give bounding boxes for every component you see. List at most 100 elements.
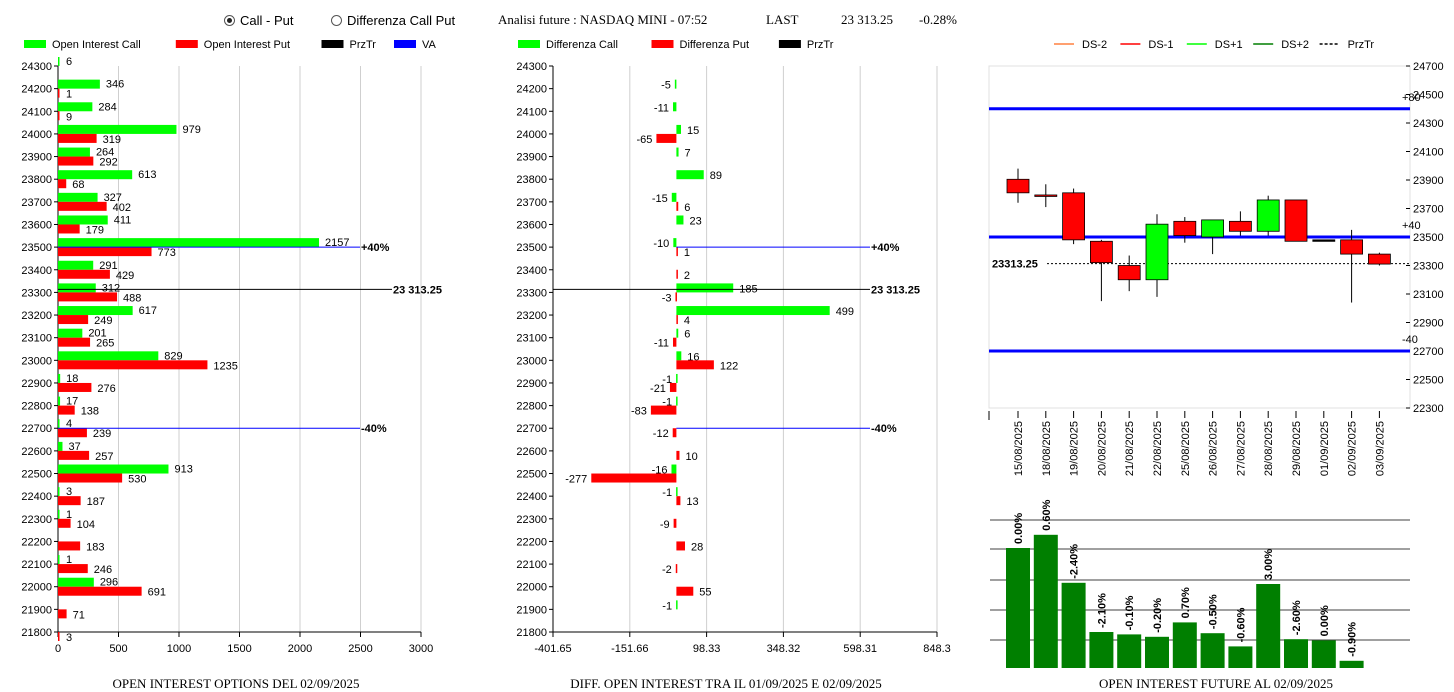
candle-level-label: +80 <box>1402 92 1421 104</box>
diff-call-bar <box>671 192 677 202</box>
oi-put-bar <box>58 224 80 234</box>
oi-call-label: 296 <box>100 577 118 589</box>
future-bar-label: -0.90% <box>1347 622 1359 657</box>
candle-level-label: -40 <box>1402 334 1418 346</box>
oi-tick-label: 2500 <box>348 643 372 655</box>
diff-call-bar <box>676 306 830 316</box>
future-bar <box>1228 646 1253 668</box>
candle-date-label: 02/09/2025 <box>1347 421 1359 476</box>
diff-va-label: -40% <box>871 423 897 435</box>
diff-put-bar <box>675 564 678 574</box>
diff-tick-label: 598.31 <box>843 643 877 655</box>
oi-call-label: 617 <box>139 305 157 317</box>
future-bar <box>1089 632 1114 668</box>
oi-put-bar <box>58 156 94 166</box>
diff-put-label: 1 <box>684 247 690 259</box>
diff-strike-label: 23500 <box>516 242 547 254</box>
diff-call-label: -5 <box>661 80 671 92</box>
diff-call-bar <box>673 238 677 248</box>
radio-differenza[interactable]: Differenza Call Put <box>331 13 455 28</box>
candle-body <box>1117 265 1141 281</box>
diff-strike-label: 22100 <box>516 559 547 571</box>
oi-strike-label: 23900 <box>21 152 52 164</box>
future-caption: OPEN INTEREST FUTURE AL 02/09/2025 <box>1099 676 1333 691</box>
candle-body <box>1145 223 1169 281</box>
diff-put-bar <box>676 269 678 279</box>
diff-call-bar <box>676 328 679 338</box>
diff-call-label: -11 <box>654 102 669 114</box>
diff-call-bar <box>676 170 704 180</box>
oi-strike-label: 22300 <box>21 514 52 526</box>
diff-strike-label: 22500 <box>516 469 547 481</box>
oi-call-label: 201 <box>88 328 106 340</box>
oi-call-bar <box>58 170 133 180</box>
candle-date-label: 19/08/2025 <box>1069 421 1081 476</box>
oi-call-label: 1 <box>66 554 72 566</box>
oi-strike-label: 22600 <box>21 446 52 458</box>
oi-put-bar <box>58 337 91 347</box>
diff-call-label: -1 <box>662 397 672 409</box>
diff-put-label: 122 <box>720 360 738 372</box>
oi-put-bar <box>58 201 107 211</box>
oi-call-label: 284 <box>98 101 116 113</box>
oi-call-bar <box>58 373 61 383</box>
oi-strike-label: 21900 <box>21 604 52 616</box>
oi-put-bar <box>58 88 60 98</box>
future-bar-label: -0.50% <box>1208 594 1220 629</box>
oi-put-label: 1 <box>66 89 72 101</box>
oi-strike-label: 22100 <box>21 559 52 571</box>
oi-call-bar <box>58 124 177 134</box>
candle-date-label: 18/08/2025 <box>1041 421 1053 476</box>
candle-body <box>1368 253 1391 265</box>
oi-put-label: 104 <box>77 519 95 531</box>
oi-call-label: 264 <box>96 147 114 159</box>
future-bar <box>1172 622 1197 668</box>
oi-call-bar <box>58 396 61 406</box>
future-bar-label: -2.40% <box>1069 544 1081 579</box>
oi-put-label: 249 <box>94 315 112 327</box>
oi-put-label: 429 <box>116 270 134 282</box>
oi-tick-label: 500 <box>109 643 127 655</box>
diff-call-bar <box>671 464 677 474</box>
oi-call-bar <box>58 555 60 565</box>
candle-date-label: 20/08/2025 <box>1096 421 1108 476</box>
diff-call-label: -10 <box>653 238 669 250</box>
oi-call-bar <box>58 192 98 202</box>
diff-caption: DIFF. OPEN INTEREST TRA IL 01/09/2025 E … <box>570 676 881 691</box>
oi-call-bar <box>58 419 60 429</box>
future-bar-label: 0.00% <box>1013 513 1025 544</box>
diff-strike-label: 23200 <box>516 310 547 322</box>
candle-ytick-label: 23100 <box>1413 289 1444 301</box>
diff-legend-swatch <box>518 40 540 48</box>
oi-tick-label: 2000 <box>288 643 312 655</box>
radio-call-put[interactable]: Call - Put <box>224 13 293 28</box>
diff-call-label: 7 <box>685 148 691 160</box>
oi-put-label: 319 <box>103 134 121 146</box>
diff-strike-label: 23400 <box>516 265 547 277</box>
oi-put-label: 276 <box>97 383 115 395</box>
diff-put-label: -9 <box>660 519 670 531</box>
oi-put-label: 9 <box>66 111 72 123</box>
oi-put-label: 1235 <box>213 360 237 372</box>
diff-put-bar <box>672 428 677 438</box>
candle-date-label: 21/08/2025 <box>1124 421 1136 476</box>
diff-put-bar <box>676 315 678 325</box>
oi-price-label: 23 313.25 <box>393 284 442 296</box>
oi-va-label: +40% <box>361 242 390 254</box>
diff-put-bar <box>676 450 680 460</box>
oi-call-bar <box>58 351 159 361</box>
diff-put-label: -11 <box>654 338 669 350</box>
oi-put-label: 239 <box>93 428 111 440</box>
oi-strike-label: 23500 <box>21 242 52 254</box>
oi-put-bar <box>58 133 97 143</box>
oi-strike-label: 23200 <box>21 310 52 322</box>
oi-call-label: 2157 <box>325 237 349 249</box>
candle-level-label: +40 <box>1402 220 1421 232</box>
oi-call-bar <box>58 147 90 157</box>
diff-price-label: 23 313.25 <box>871 284 920 296</box>
oi-put-label: 71 <box>73 609 85 621</box>
oi-call-label: 979 <box>182 124 200 136</box>
diff-strike-label: 23300 <box>516 287 547 299</box>
diff-legend-label: Differenza Call <box>546 39 618 51</box>
diff-put-bar <box>673 337 677 347</box>
